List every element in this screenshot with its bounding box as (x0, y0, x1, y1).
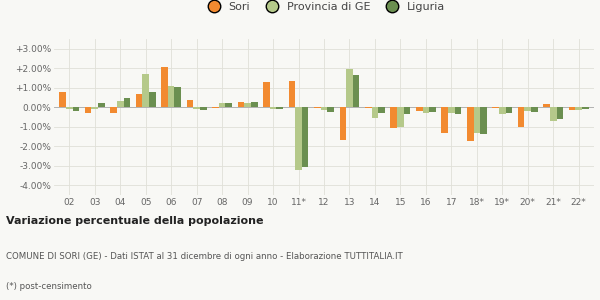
Bar (187, 100, 193, 107)
Bar (168, 86, 175, 107)
Bar (110, 107, 117, 113)
Bar (473, 107, 480, 133)
Bar (98, 103, 104, 107)
Bar (422, 107, 429, 113)
Bar (365, 107, 371, 108)
Text: COMUNE DI SORI (GE) - Dati ISTAT al 31 dicembre di ogni anno - Elaborazione TUTT: COMUNE DI SORI (GE) - Dati ISTAT al 31 d… (6, 252, 403, 261)
Bar (467, 107, 473, 141)
Bar (136, 94, 142, 107)
Bar (328, 107, 334, 112)
Bar (320, 107, 328, 110)
Bar (575, 107, 582, 110)
Bar (295, 107, 302, 170)
Bar (448, 107, 455, 113)
Bar (353, 75, 359, 107)
Bar (238, 102, 244, 107)
Bar (277, 107, 283, 109)
Bar (391, 107, 397, 128)
Bar (480, 107, 487, 134)
Bar (142, 74, 149, 107)
Bar (531, 107, 538, 112)
Bar (66, 107, 73, 109)
Bar (314, 107, 320, 108)
Bar (59, 92, 66, 107)
Bar (493, 107, 499, 108)
Bar (226, 103, 232, 107)
Bar (212, 107, 219, 108)
Bar (91, 107, 98, 109)
Bar (506, 107, 512, 113)
Bar (404, 107, 410, 114)
Bar (499, 107, 506, 114)
Bar (582, 107, 589, 109)
Bar (557, 107, 563, 119)
Bar (550, 107, 557, 121)
Bar (397, 107, 404, 127)
Bar (124, 98, 130, 107)
Bar (371, 107, 378, 118)
Bar (544, 104, 550, 107)
Legend: Sori, Provincia di GE, Liguria: Sori, Provincia di GE, Liguria (199, 0, 449, 16)
Bar (455, 107, 461, 114)
Bar (161, 67, 168, 107)
Text: Variazione percentuale della popolazione: Variazione percentuale della popolazione (6, 216, 263, 226)
Bar (346, 69, 353, 107)
Bar (270, 107, 277, 109)
Bar (200, 107, 206, 110)
Bar (149, 92, 155, 107)
Bar (193, 107, 200, 109)
Bar (524, 107, 531, 111)
Bar (117, 101, 124, 107)
Bar (219, 103, 226, 107)
Bar (244, 103, 251, 107)
Bar (569, 107, 575, 110)
Bar (73, 107, 79, 111)
Bar (518, 107, 524, 127)
Bar (251, 102, 257, 107)
Bar (378, 107, 385, 113)
Bar (340, 107, 346, 140)
Bar (263, 82, 270, 107)
Bar (416, 107, 422, 111)
Bar (85, 107, 91, 113)
Bar (175, 87, 181, 107)
Bar (302, 107, 308, 167)
Bar (429, 107, 436, 112)
Bar (289, 81, 295, 107)
Bar (442, 107, 448, 133)
Text: (*) post-censimento: (*) post-censimento (6, 282, 92, 291)
